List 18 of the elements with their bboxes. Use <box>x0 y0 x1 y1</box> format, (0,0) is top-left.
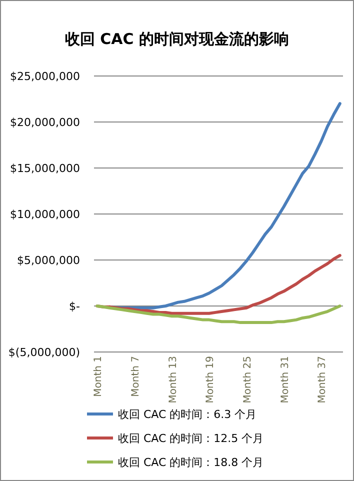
chart-title: 收回 CAC 的时间对现金流的影响 <box>64 30 290 48</box>
y-tick-label: $20,000,000 <box>10 116 80 129</box>
legend-label: 收回 CAC 的时间：12.5 个月 <box>118 432 264 445</box>
legend-label: 收回 CAC 的时间：18.8 个月 <box>118 456 264 469</box>
legend-label: 收回 CAC 的时间：6.3 个月 <box>118 408 257 421</box>
category-label: Month 13 <box>168 356 179 404</box>
y-tick-label: $5,000,000 <box>17 254 80 267</box>
y-tick-label: $15,000,000 <box>10 162 80 175</box>
category-label: Month 1 <box>93 356 104 397</box>
y-tick-label: $- <box>69 300 80 313</box>
category-label: Month 7 <box>130 356 142 397</box>
category-label: Month 25 <box>242 356 254 404</box>
y-tick-label: $25,000,000 <box>10 70 80 83</box>
category-label: Month 19 <box>205 356 216 404</box>
y-tick-label: $10,000,000 <box>10 208 80 221</box>
category-label: Month 37 <box>317 356 328 404</box>
y-tick-label: $(5,000,000) <box>8 346 80 359</box>
category-label: Month 31 <box>280 356 291 404</box>
